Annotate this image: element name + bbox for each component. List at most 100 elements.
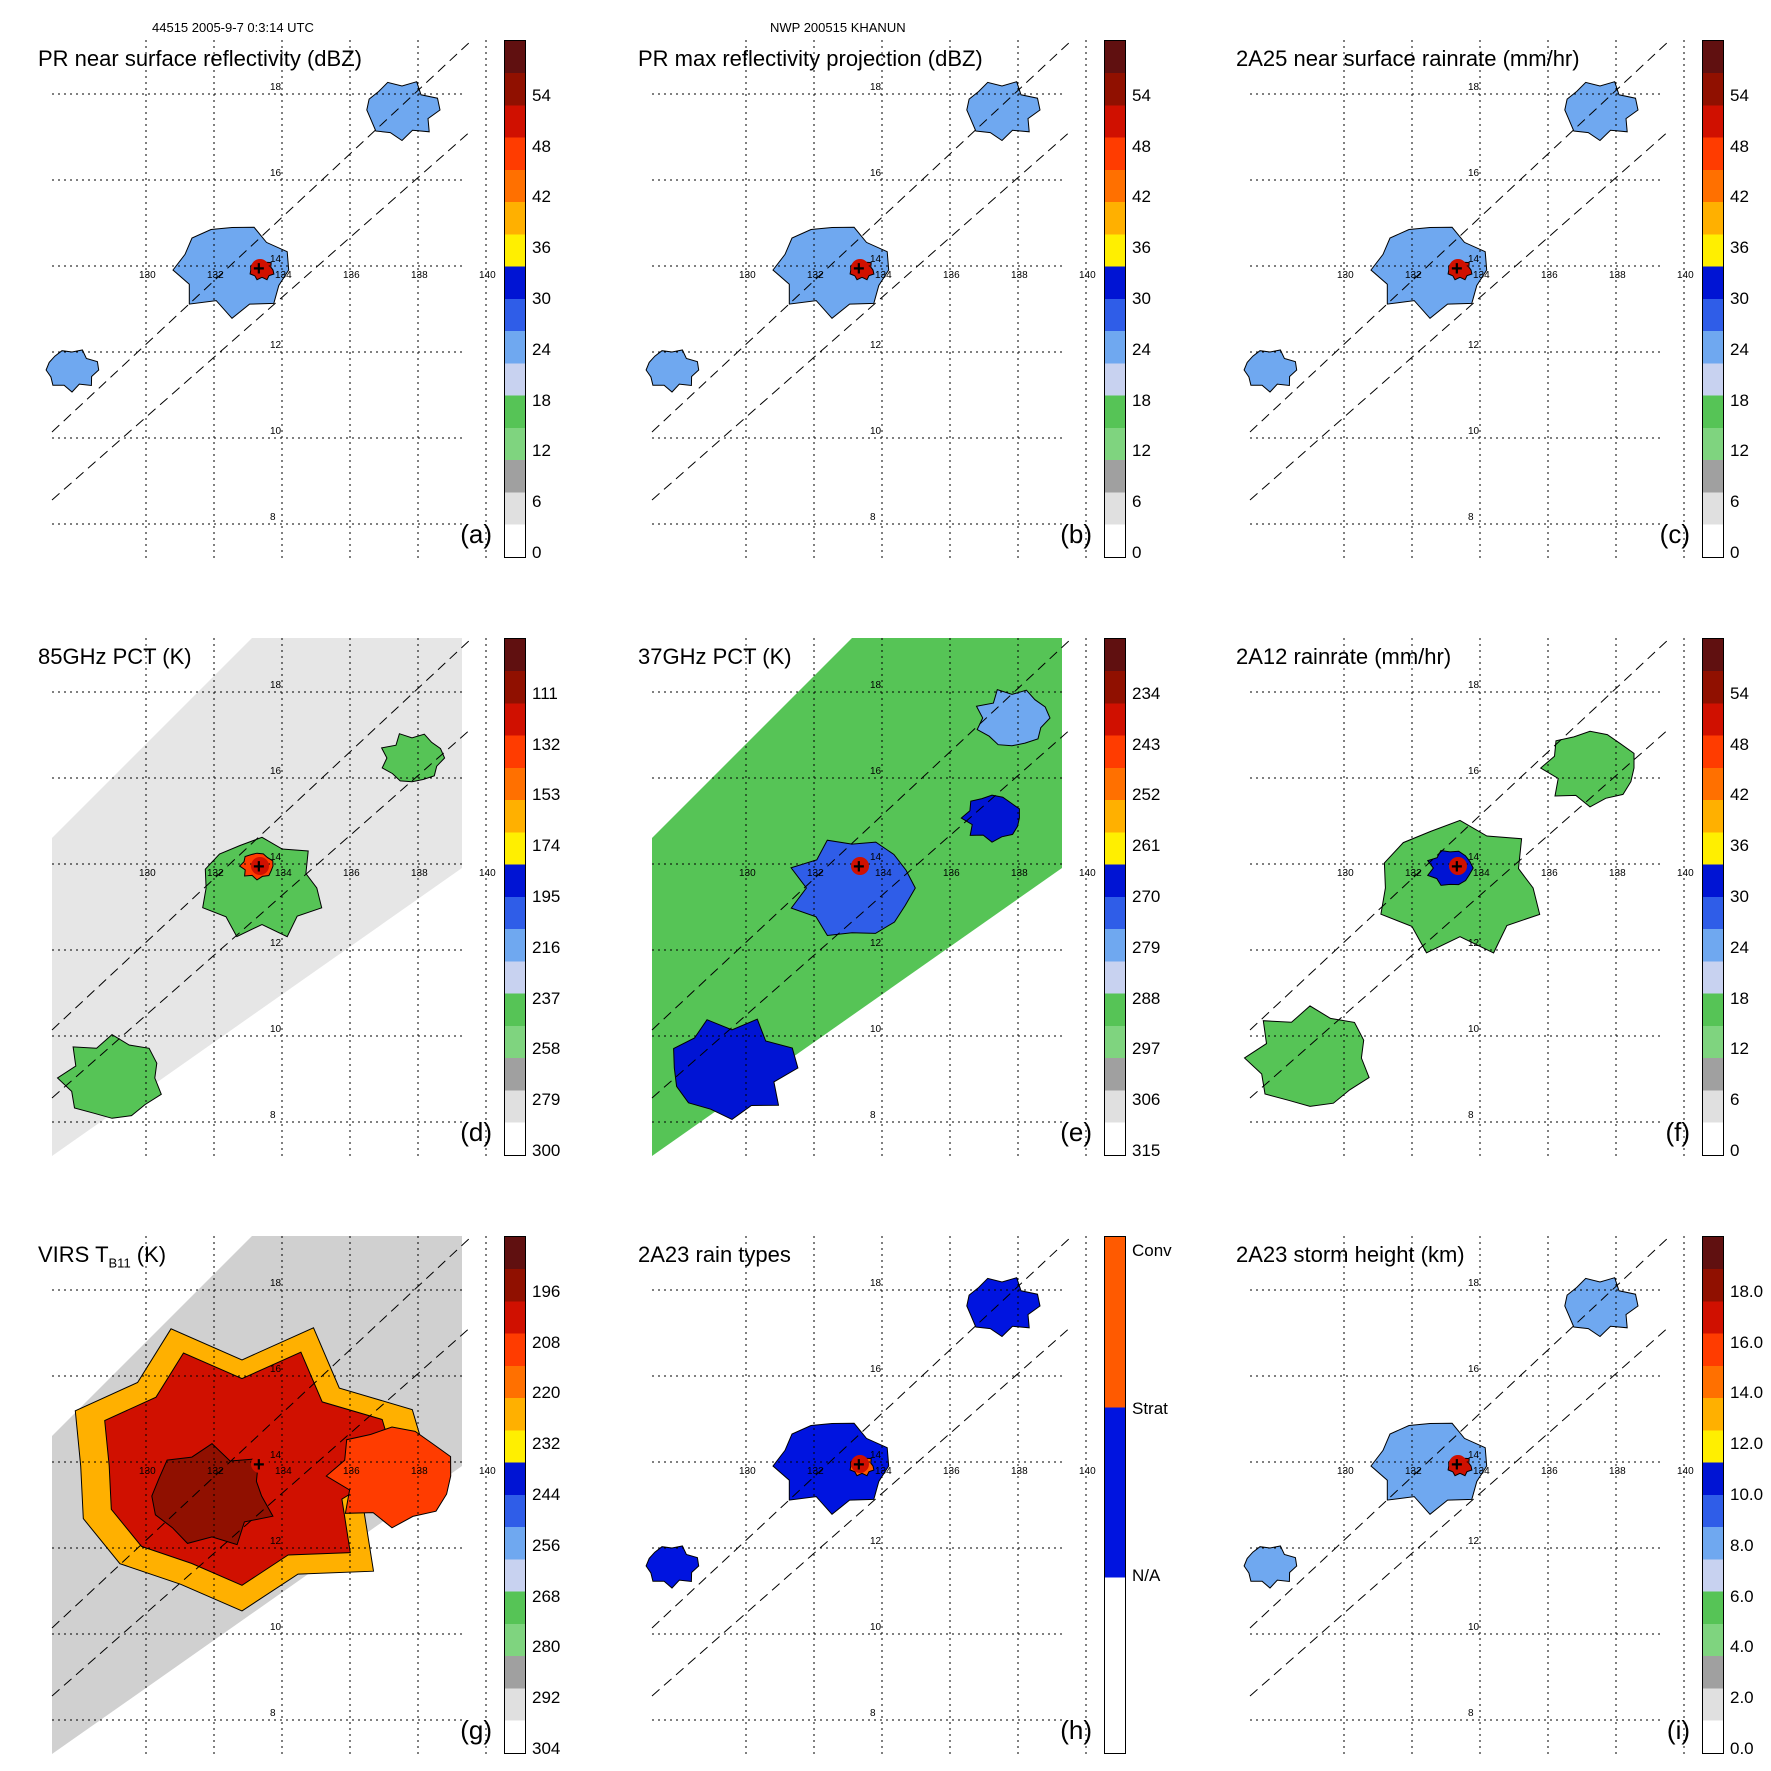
panel-title: 37GHz PCT (K): [638, 644, 792, 669]
map-c: 130 132 134 136 138 140 18 16 14 12 10 8 +: [1243, 40, 1694, 558]
colorbar-tick-label: 48: [1730, 136, 1749, 156]
latitude-label: 14: [270, 852, 282, 863]
colorbar-tick-label: 42: [532, 187, 551, 207]
panel-title: VIRS TB11 (K): [38, 1242, 166, 1270]
colorbar-ticks: 54 48 42 36 30 24 18 12 6 0: [1730, 638, 1771, 1160]
colorbar: [1104, 638, 1126, 1156]
longitude-label: 140: [1079, 270, 1096, 281]
swath-edge-line: [651, 1325, 1073, 1697]
title-main: VIRS T: [38, 1242, 109, 1267]
colorbar-ticks: Conv Strat N/A: [1132, 1236, 1192, 1754]
panel-title: 2A23 rain types: [638, 1242, 791, 1267]
colorbar-tick-label: 12: [1730, 1039, 1749, 1059]
rain-cell: [380, 733, 446, 783]
longitude-label: 130: [139, 868, 156, 879]
colorbar-tick-label: 6: [1730, 1090, 1740, 1110]
colorbar-tick-label: 315: [1132, 1141, 1161, 1160]
colorbar-tick-label: 195: [532, 887, 561, 906]
swath-edge-line: [651, 40, 1073, 433]
colorbar: [504, 1236, 526, 1754]
panel-title: 2A25 near surface rainrate (mm/hr): [1236, 46, 1580, 71]
rain-cell: [966, 1277, 1041, 1338]
longitude-label: 132: [207, 270, 224, 281]
longitude-label: 136: [343, 270, 360, 281]
colorbar: [1702, 1236, 1724, 1754]
panel-c: 130 132 134 136 138 140 18 16 14 12 10 8 + 2A25 near…: [1210, 40, 1749, 562]
panel-title: 2A12 rainrate (mm/hr): [1236, 644, 1452, 669]
eyewall-core: [251, 259, 269, 277]
colorbar-tick-label: 288: [1132, 988, 1161, 1008]
colorbar-tick-label: 280: [532, 1637, 561, 1657]
rain-cell: [960, 794, 1020, 843]
latitude-label: 10: [1468, 1622, 1480, 1633]
colorbar-ticks: 54 48 42 36 30 24 18 12 6 0: [1730, 40, 1771, 562]
colorbar-ticks: 234 243 252 261 270 279 288 297 306 315: [1132, 638, 1192, 1160]
longitude-label: 136: [343, 868, 360, 879]
panel-a: 130 132 134 136 138 140 18 16 14 12 10 8 + PR near s…: [12, 40, 551, 562]
colorbar-tick-label: 42: [1730, 785, 1749, 805]
longitude-label: 138: [411, 868, 428, 879]
longitude-label: 136: [943, 270, 960, 281]
rain-cell: [1370, 1422, 1488, 1515]
longitude-label: 134: [275, 1466, 292, 1477]
latitude-label: 8: [870, 1110, 876, 1121]
colorbar-tick-label: 196: [532, 1281, 561, 1301]
colorbar-ticks: 111 132 153 174 195 216 237 258 279 300: [532, 638, 592, 1160]
map-h: 130 132 134 136 138 140 18 16 14 12 10 8 +: [645, 1236, 1096, 1754]
colorbar-tick-label: 36: [1730, 238, 1749, 258]
latitude-label: 14: [270, 254, 282, 265]
rain-cell: [1564, 81, 1639, 142]
colorbar-tick-label: 18: [1730, 988, 1749, 1008]
colorbar-tick-label: 12: [1730, 441, 1749, 461]
latitude-label: 18: [1468, 82, 1480, 93]
longitude-label: 138: [1609, 868, 1626, 879]
longitude-label: 140: [479, 270, 496, 281]
panel-f: 130 132 134 136 138 140 18 16 14 12 10 8 + 2A12 rain…: [1210, 638, 1749, 1160]
latitude-label: 16: [270, 1364, 282, 1375]
eyewall-core: [251, 857, 269, 875]
latitude-label: 12: [870, 340, 882, 351]
colorbar: [1104, 1236, 1126, 1754]
colorbar-tick-label: 220: [532, 1383, 561, 1403]
colorbar-tick-label: 24: [532, 339, 551, 359]
colorbar-ticks: 54 48 42 36 30 24 18 12 6 0: [1132, 40, 1192, 562]
colorbar: [1702, 40, 1724, 558]
latitude-label: 8: [270, 1110, 276, 1121]
colorbar-tick-label: 42: [1132, 187, 1151, 207]
longitude-label: 134: [275, 868, 292, 879]
rain-cell: [645, 1545, 700, 1589]
rain-cell: [673, 1018, 799, 1120]
panel-label: (f): [1665, 1117, 1690, 1147]
cloud-shield: [151, 1443, 274, 1546]
colorbar-tick-label: 270: [1132, 887, 1161, 906]
rain-cell: [772, 1422, 890, 1515]
latitude-label: 10: [1468, 426, 1480, 437]
longitude-label: 132: [807, 1466, 824, 1477]
latitude-label: 10: [870, 1024, 882, 1035]
rain-cell: [1539, 730, 1635, 808]
longitude-label: 134: [875, 1466, 892, 1477]
longitude-label: 138: [1011, 868, 1028, 879]
colorbar-tick-label: 6: [1730, 492, 1740, 512]
rain-cell: [45, 349, 100, 393]
title-unit: (K): [130, 1242, 167, 1267]
colorbar-tick-label: 0: [1730, 1141, 1740, 1160]
storm-center-marker: +: [853, 258, 865, 280]
colorbar-tick-label: 12.0: [1730, 1434, 1764, 1454]
rain-cell: [172, 226, 290, 319]
latitude-label: 8: [870, 512, 876, 523]
latitude-label: 12: [1468, 340, 1480, 351]
longitude-label: 130: [739, 868, 756, 879]
colorbar-tick-label: 8.0: [1730, 1535, 1754, 1555]
latitude-label: 18: [870, 82, 882, 93]
latitude-label: 12: [870, 938, 882, 949]
longitude-label: 130: [139, 1466, 156, 1477]
colorbar-tick-label: 6: [1132, 492, 1142, 512]
eyewall-core: [851, 1455, 869, 1473]
latitude-label: 12: [1468, 938, 1480, 949]
latitude-label: 8: [1468, 1110, 1474, 1121]
rain-cell: [966, 81, 1041, 142]
latitude-label: 10: [270, 1622, 282, 1633]
eyewall-core: [1449, 857, 1467, 875]
colorbar-tick-label: 30: [1730, 887, 1749, 906]
